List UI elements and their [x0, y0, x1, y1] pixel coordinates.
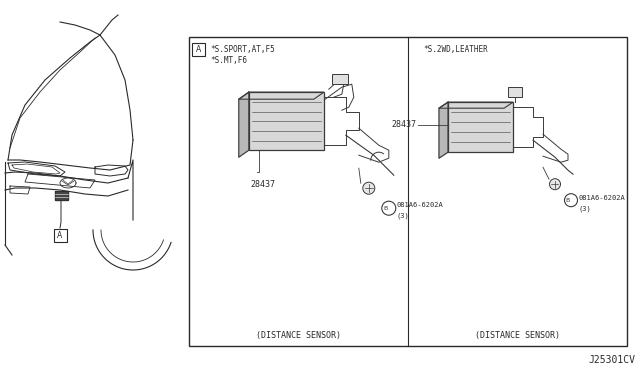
Text: *S.MT,F6: *S.MT,F6: [211, 56, 248, 65]
Polygon shape: [239, 92, 324, 99]
Polygon shape: [439, 102, 513, 108]
Bar: [189, 37, 627, 346]
Text: (3): (3): [397, 213, 410, 219]
Text: 081A6-6202A: 081A6-6202A: [397, 202, 444, 208]
Text: A: A: [58, 231, 63, 240]
Bar: [249, 92, 324, 150]
Text: *S.SPORT,AT,F5: *S.SPORT,AT,F5: [211, 45, 276, 54]
Text: J25301CV: J25301CV: [588, 355, 635, 365]
Text: (DISTANCE SENSOR): (DISTANCE SENSOR): [256, 331, 341, 340]
Text: (3): (3): [579, 206, 592, 212]
Text: B: B: [566, 198, 570, 203]
Polygon shape: [55, 191, 68, 200]
Text: 081A6-6202A: 081A6-6202A: [579, 195, 626, 201]
Circle shape: [382, 201, 396, 215]
Text: 28437: 28437: [391, 120, 416, 129]
Polygon shape: [239, 92, 249, 157]
Bar: [192, 43, 205, 56]
Bar: [54, 228, 67, 241]
Circle shape: [564, 194, 577, 207]
Polygon shape: [439, 102, 448, 158]
Text: A: A: [196, 45, 202, 54]
Circle shape: [363, 182, 375, 194]
Circle shape: [550, 179, 561, 190]
Text: 28437: 28437: [251, 180, 276, 189]
Text: B: B: [383, 206, 388, 211]
Bar: [448, 102, 513, 152]
Bar: [332, 74, 348, 84]
Text: (DISTANCE SENSOR): (DISTANCE SENSOR): [475, 331, 560, 340]
Bar: [508, 87, 522, 97]
Text: *S.2WD,LEATHER: *S.2WD,LEATHER: [423, 45, 488, 54]
